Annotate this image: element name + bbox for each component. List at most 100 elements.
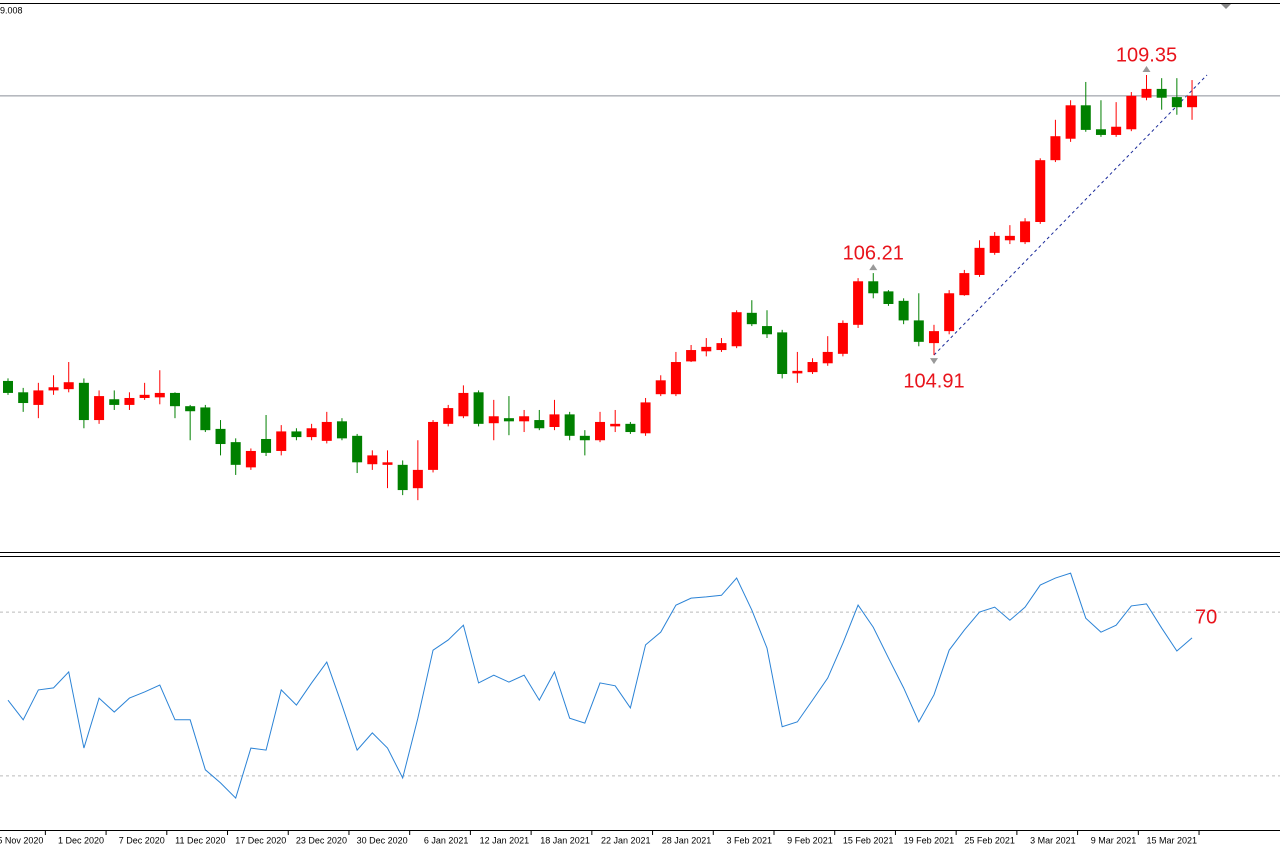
rsi-line <box>7 572 1193 799</box>
candle-body <box>777 332 788 375</box>
candle-body <box>1080 105 1091 130</box>
price-annotation: 106.21 <box>843 242 904 264</box>
x-tick-label: 15 Feb 2021 <box>843 835 894 845</box>
candle-body <box>1111 126 1122 135</box>
candle-body <box>428 421 439 470</box>
x-tick-label: 19 Feb 2021 <box>904 835 955 845</box>
x-tick-label: 7 Dec 2020 <box>119 835 165 845</box>
candle-body <box>78 382 89 421</box>
candle-body <box>63 382 74 390</box>
trend-line <box>933 74 1208 356</box>
candle-body <box>989 235 1000 253</box>
candle-body <box>610 423 621 427</box>
candle-body <box>306 428 317 438</box>
x-tick-label: 22 Jan 2021 <box>601 835 651 845</box>
candle-body <box>230 442 241 465</box>
candle-body <box>18 392 29 404</box>
candle-body <box>1187 95 1198 108</box>
candle-body <box>488 416 499 424</box>
candle-body <box>367 455 378 465</box>
fractal-arrow <box>869 264 878 271</box>
candle-body <box>534 420 545 429</box>
candle-body <box>655 380 666 395</box>
x-tick-label: 25 Feb 2021 <box>964 835 1015 845</box>
x-tick-label: 30 Dec 2020 <box>357 835 408 845</box>
candle-body <box>564 414 575 436</box>
candle-body <box>291 431 302 438</box>
candle-body <box>1035 160 1046 222</box>
x-tick-label: 9 Mar 2021 <box>1091 835 1137 845</box>
candle-body <box>473 392 484 424</box>
x-tick-label: 9 Feb 2021 <box>787 835 833 845</box>
candle-body <box>443 408 454 424</box>
candle-body <box>352 435 363 463</box>
candle-body <box>762 326 772 335</box>
candle-body <box>731 312 742 347</box>
candle-body <box>822 351 833 364</box>
candle-body <box>807 362 818 373</box>
candle-body <box>959 273 970 296</box>
candle-body <box>625 423 636 433</box>
candle-body <box>868 281 879 294</box>
candle-body <box>215 428 226 445</box>
scroll-marker <box>1221 4 1231 9</box>
candle-body <box>1004 235 1015 241</box>
price-annotation: 104.91 <box>903 370 964 392</box>
candle-body <box>458 392 469 417</box>
candle-body <box>792 370 803 374</box>
candle-body <box>382 462 393 465</box>
x-tick-label: 11 Dec 2020 <box>175 835 225 845</box>
candle-body <box>746 312 757 325</box>
candle-body <box>579 435 590 441</box>
candle-body <box>913 320 924 342</box>
candle-body <box>169 392 180 407</box>
corner-label: 9.008 <box>0 5 23 15</box>
candle-body <box>1065 105 1076 139</box>
candle-body <box>716 343 727 351</box>
candle-body <box>1156 88 1167 98</box>
candle-body <box>898 300 909 321</box>
candle-body <box>853 281 864 325</box>
candle-body <box>33 390 44 405</box>
candle-body <box>928 331 939 344</box>
candle-body <box>974 247 985 275</box>
x-tick-label: 3 Feb 2021 <box>726 835 772 845</box>
candle-body <box>124 397 135 405</box>
x-tick-label: 1 Dec 2020 <box>58 835 104 845</box>
candle-body <box>336 421 347 439</box>
x-tick-label: 6 Jan 2021 <box>424 835 469 845</box>
candle-body <box>1020 221 1031 243</box>
candle-body <box>670 362 681 395</box>
candle-body <box>321 421 332 441</box>
x-tick-label: 23 Dec 2020 <box>296 835 347 845</box>
candle-body <box>837 322 848 354</box>
candle-body <box>1171 97 1182 108</box>
candle-body <box>1095 129 1106 135</box>
price-annotation: 109.35 <box>1116 44 1177 66</box>
candle-body <box>686 350 697 362</box>
candle-body <box>412 469 423 489</box>
x-tick-label: 12 Jan 2021 <box>480 835 530 845</box>
candle-body <box>48 387 59 391</box>
candle-body <box>640 402 651 434</box>
x-tick-label: 25 Nov 2020 <box>0 835 43 845</box>
candle-body <box>200 407 211 431</box>
candle-body <box>1126 95 1137 130</box>
fractal-arrow <box>1142 66 1151 73</box>
x-tick-label: 17 Dec 2020 <box>235 835 286 845</box>
candle-body <box>109 399 120 405</box>
candle-body <box>154 392 165 398</box>
candle-body <box>245 450 256 468</box>
candle-body <box>519 416 530 422</box>
candle-body <box>944 293 955 332</box>
x-tick-label: 28 Jan 2021 <box>662 835 712 845</box>
candle-body <box>139 394 150 398</box>
candle-body <box>549 414 560 427</box>
candle-body <box>276 431 287 451</box>
x-tick-label: 15 Mar 2021 <box>1146 835 1197 845</box>
fractal-arrow <box>929 358 938 365</box>
candle-body <box>1141 88 1152 98</box>
